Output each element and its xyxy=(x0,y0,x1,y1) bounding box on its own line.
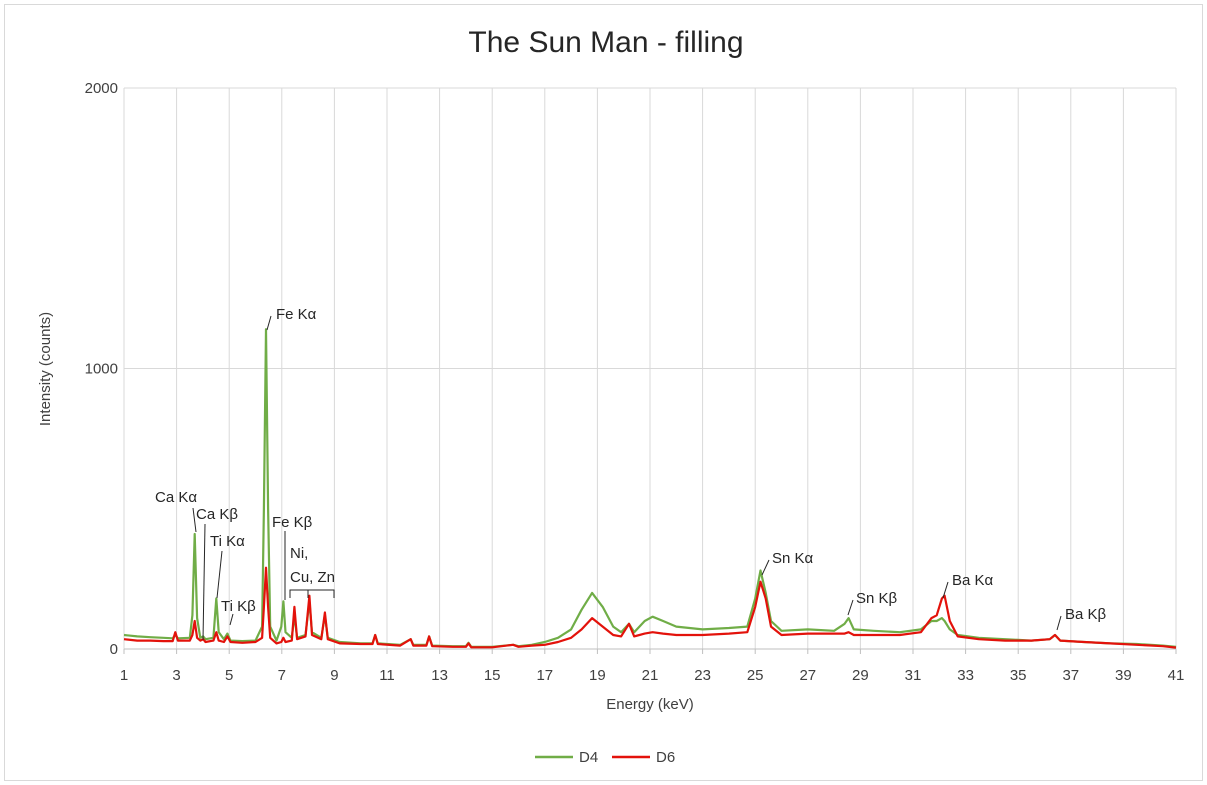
chart-title: The Sun Man - filling xyxy=(468,26,743,59)
annotation: Ba Kβ xyxy=(1065,606,1107,623)
annotation-bracket xyxy=(289,589,335,598)
x-axis-label: Energy (keV) xyxy=(606,696,694,713)
x-tick-label: 7 xyxy=(278,667,286,684)
y-tick-label: 2000 xyxy=(85,80,118,97)
annotation: Ti Kβ xyxy=(221,598,256,615)
annotation-leader xyxy=(1056,615,1062,631)
annotation-leader xyxy=(266,315,272,331)
x-tick-label: 1 xyxy=(120,667,128,684)
annotation: Fe Kα xyxy=(276,306,317,323)
series-line xyxy=(123,566,1177,649)
x-tick-label: 17 xyxy=(536,667,553,684)
x-tick-label: 19 xyxy=(589,667,606,684)
x-tick-label: 3 xyxy=(172,667,180,684)
grid xyxy=(123,87,1177,650)
x-tick-label: 5 xyxy=(225,667,233,684)
x-tick-label: 33 xyxy=(957,667,974,684)
annotation: Ca Kβ xyxy=(196,506,238,523)
annotation-leader xyxy=(229,613,234,626)
annotation: Ni, xyxy=(290,545,308,562)
annotation: Cu, Zn xyxy=(290,569,335,586)
annotation-leader xyxy=(847,599,854,616)
x-tick-label: 39 xyxy=(1115,667,1132,684)
x-tick-label: 27 xyxy=(799,667,816,684)
annotation-leader xyxy=(216,550,223,599)
annotation-leader xyxy=(942,581,949,599)
annotation: Ti Kα xyxy=(210,533,245,550)
annotation: Sn Kα xyxy=(772,550,814,567)
x-tick-label: 35 xyxy=(1010,667,1027,684)
x-tick-label: 41 xyxy=(1168,667,1185,684)
x-tick-label: 31 xyxy=(905,667,922,684)
x-tick-label: 13 xyxy=(431,667,448,684)
x-tick-label: 15 xyxy=(484,667,501,684)
annotation-leader xyxy=(192,507,197,533)
annotation-leader xyxy=(761,559,770,576)
annotation: Fe Kβ xyxy=(272,514,313,531)
annotation: Ca Kα xyxy=(155,489,197,506)
x-tick-label: 11 xyxy=(379,667,395,684)
annotation-leader xyxy=(202,523,206,641)
x-tick-label: 23 xyxy=(694,667,711,684)
x-tick-label: 29 xyxy=(852,667,869,684)
annotation: Sn Kβ xyxy=(856,590,898,607)
y-axis-label: Intensity (counts) xyxy=(37,312,54,426)
x-tick-label: 25 xyxy=(747,667,764,684)
legend-label: D6 xyxy=(656,749,675,766)
y-tick-label: 1000 xyxy=(85,361,118,378)
x-tick-label: 21 xyxy=(642,667,659,684)
annotation: Ba Kα xyxy=(952,572,994,589)
x-tick-label: 9 xyxy=(330,667,338,684)
legend-label: D4 xyxy=(579,749,598,766)
y-tick-label: 0 xyxy=(110,641,118,658)
x-tick-label: 37 xyxy=(1062,667,1079,684)
chart-border xyxy=(4,4,1203,781)
